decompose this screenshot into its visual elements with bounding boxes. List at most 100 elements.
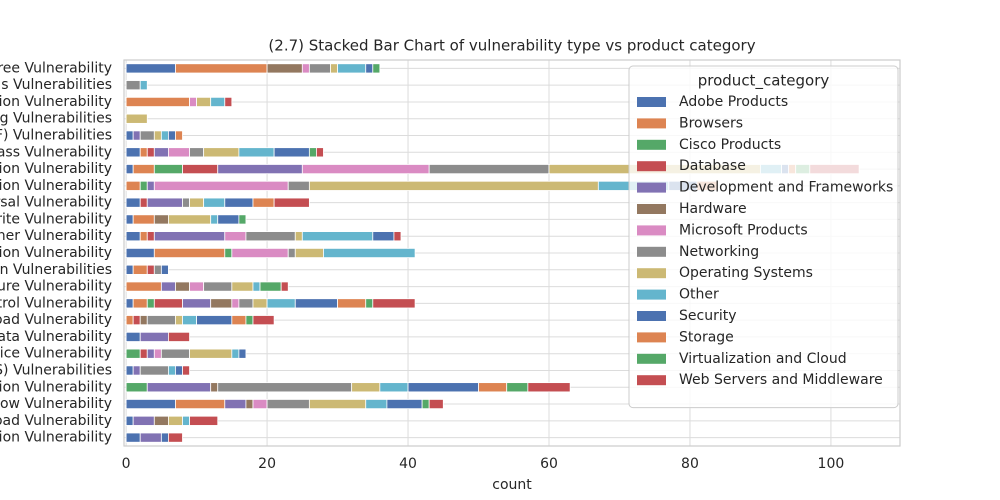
bar-segment xyxy=(308,180,599,191)
bar-segment xyxy=(175,130,183,141)
y-tick-label: ng Vulnerabilities xyxy=(0,111,112,127)
bar-segment xyxy=(168,130,176,141)
bar-segment xyxy=(182,164,219,175)
bar-segment xyxy=(337,298,367,309)
bar-segment xyxy=(280,281,289,292)
bar-segment xyxy=(153,164,183,175)
bar-segment xyxy=(372,63,381,74)
bar-segment xyxy=(231,315,247,326)
bar-segment xyxy=(125,415,134,426)
legend-swatch xyxy=(637,311,666,321)
bar-segment xyxy=(132,264,148,275)
y-tick-label: oad Vulnerability xyxy=(0,312,112,328)
bar-segment xyxy=(175,63,268,74)
bar-segment xyxy=(125,180,141,191)
bar-segment xyxy=(132,415,155,426)
bar-segment xyxy=(146,298,155,309)
bar-segment xyxy=(203,197,226,208)
y-tick-label: oad Vulnerability xyxy=(0,413,112,429)
legend-swatch xyxy=(637,182,666,193)
bar-segment xyxy=(175,399,226,410)
bar-segment xyxy=(245,399,254,410)
legend-label: Microsoft Products xyxy=(679,222,808,238)
bar-segment xyxy=(421,399,430,410)
bar-segment xyxy=(153,130,162,141)
bar-segment xyxy=(175,315,183,326)
bar-segment xyxy=(308,399,367,410)
bar-segment xyxy=(125,231,141,242)
bar-segment xyxy=(125,197,141,208)
bar-segment xyxy=(153,180,289,191)
legend-label: Web Servers and Middleware xyxy=(679,372,883,388)
y-tick-label: F) Vulnerabilities xyxy=(0,128,112,144)
bar-segment xyxy=(217,214,240,225)
y-tick-label: vice Vulnerability xyxy=(0,346,112,362)
bar-segment xyxy=(125,432,141,443)
bar-segment xyxy=(527,382,571,393)
bar-segment xyxy=(168,147,190,158)
y-tick-label: ntrol Vulnerability xyxy=(0,295,112,311)
bar-segment xyxy=(189,197,205,208)
bar-segment xyxy=(139,231,148,242)
legend-label: Other xyxy=(679,287,719,303)
x-axis-label: count xyxy=(492,477,532,493)
bar-segment xyxy=(160,432,169,443)
bar-segment xyxy=(351,382,381,393)
bar-segment xyxy=(238,147,275,158)
bar-segment xyxy=(125,214,134,225)
bar-segment xyxy=(323,247,416,259)
legend-label: Storage xyxy=(679,329,734,345)
bar-segment xyxy=(428,399,444,410)
y-tick-label: tion Vulnerability xyxy=(0,379,112,395)
bar-segment xyxy=(266,63,303,74)
bar-segment xyxy=(365,63,374,74)
bar-segment xyxy=(294,247,324,259)
bar-segment xyxy=(224,96,233,107)
bar-segment xyxy=(168,365,176,376)
bar-segment xyxy=(146,147,155,158)
bar-segment xyxy=(252,315,275,326)
bar-segment xyxy=(330,63,338,74)
bar-segment xyxy=(287,180,310,191)
bar-segment xyxy=(146,264,155,275)
bar-segment xyxy=(139,197,148,208)
bar-segment xyxy=(252,197,275,208)
bar-segment xyxy=(132,214,155,225)
bar-segment xyxy=(189,96,197,107)
y-tick-label: ther Vulnerability xyxy=(0,228,112,244)
bar-segment xyxy=(132,298,148,309)
bar-segment xyxy=(125,63,176,74)
x-tick-label: 20 xyxy=(258,456,276,472)
bar-segment xyxy=(189,281,205,292)
bar-segment xyxy=(125,130,134,141)
bar-segment xyxy=(139,432,162,443)
bar-segment xyxy=(160,264,169,275)
bar-segment xyxy=(217,164,303,175)
bar-segment xyxy=(224,247,233,259)
bar-segment xyxy=(160,130,169,141)
bar-segment xyxy=(365,399,388,410)
bar-segment xyxy=(196,96,212,107)
bar-segment xyxy=(182,315,197,326)
bar-segment xyxy=(266,399,310,410)
bar-segment xyxy=(386,399,423,410)
bar-segment xyxy=(252,281,261,292)
legend-swatch xyxy=(637,225,666,236)
bar-segment xyxy=(146,180,155,191)
bar-segment xyxy=(139,348,148,359)
y-tick-label: sure Vulnerability xyxy=(0,279,112,295)
bar-segment xyxy=(182,298,212,309)
bar-segment xyxy=(273,197,310,208)
bar-segment xyxy=(125,298,134,309)
bar-segment xyxy=(125,80,141,91)
bar-segment xyxy=(139,80,148,91)
bar-segment xyxy=(203,147,240,158)
bar-segment xyxy=(301,231,374,242)
bar-segment xyxy=(125,315,134,326)
bar-segment xyxy=(238,298,254,309)
bar-segment xyxy=(153,298,183,309)
legend-swatch xyxy=(637,139,666,150)
bar-segment xyxy=(308,147,317,158)
legend-swatch xyxy=(637,289,666,300)
